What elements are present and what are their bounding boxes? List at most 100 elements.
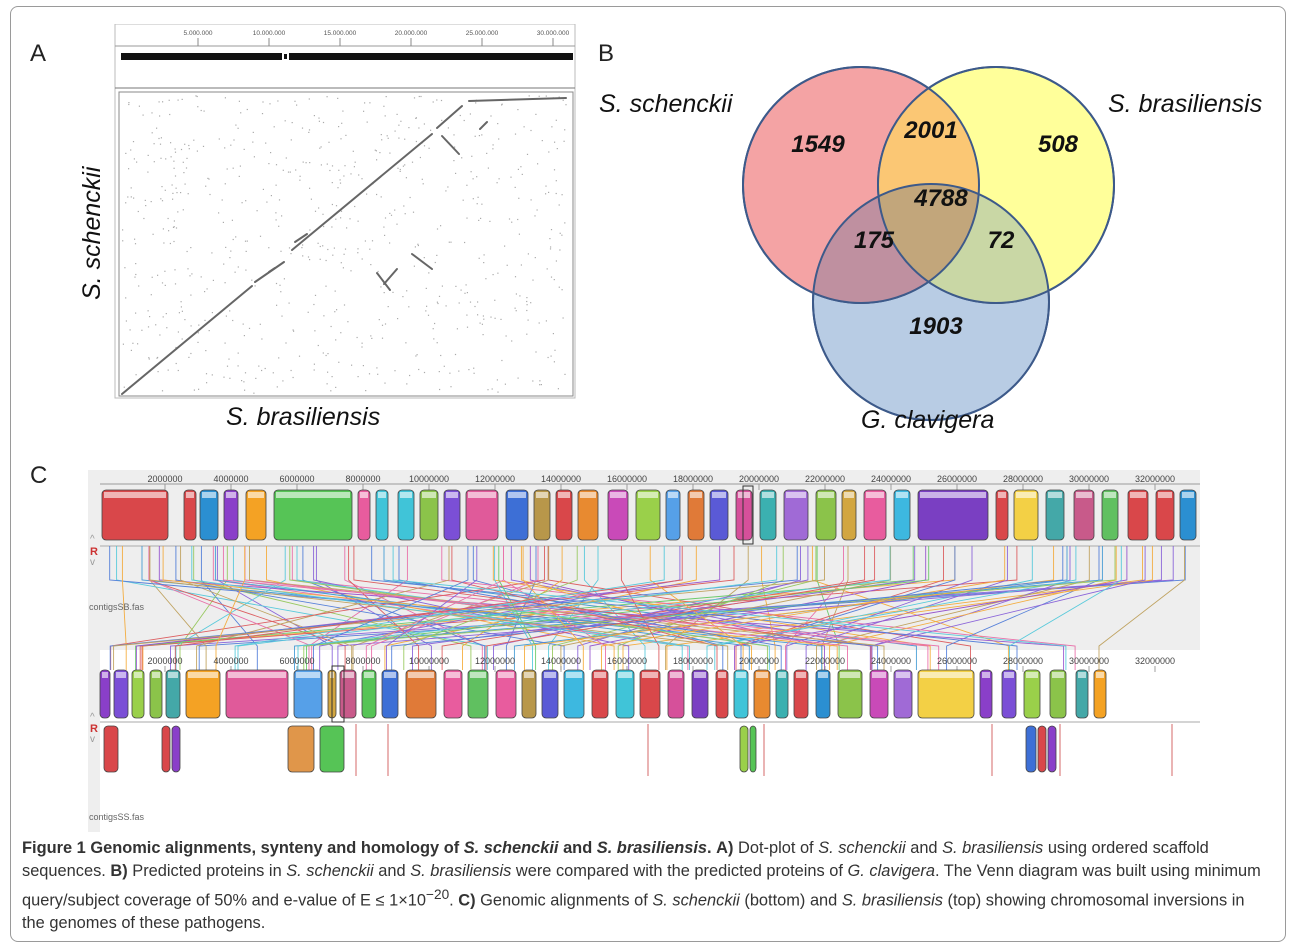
- inverted-alignment-block[interactable]: [749, 725, 757, 773]
- top-alignment-block[interactable]: [841, 489, 857, 541]
- top-alignment-block[interactable]: [1179, 489, 1197, 541]
- top-alignment-block[interactable]: [555, 489, 573, 541]
- inverted-alignment-block[interactable]: [1047, 725, 1057, 773]
- inverted-alignment-block[interactable]: [1037, 725, 1047, 773]
- top-alignment-block[interactable]: [759, 489, 777, 541]
- bottom-alignment-block[interactable]: [443, 669, 463, 719]
- bottom-alignment-block[interactable]: [1001, 669, 1017, 719]
- top-alignment-block[interactable]: [783, 489, 809, 541]
- bottom-alignment-block[interactable]: [775, 669, 789, 719]
- top-alignment-block[interactable]: [505, 489, 529, 541]
- bottom-alignment-block[interactable]: [1023, 669, 1041, 719]
- bottom-alignment-block[interactable]: [165, 669, 181, 719]
- top-alignment-block[interactable]: [893, 489, 911, 541]
- top-alignment-block[interactable]: [1073, 489, 1095, 541]
- top-alignment-block[interactable]: [273, 489, 353, 541]
- bottom-alignment-block[interactable]: [1075, 669, 1089, 719]
- alignment-tick-label: 16000000: [607, 474, 647, 484]
- top-alignment-block[interactable]: [1127, 489, 1149, 541]
- top-alignment-block[interactable]: [1155, 489, 1175, 541]
- top-alignment-block[interactable]: [995, 489, 1009, 541]
- alignment-tick-label: 8000000: [345, 656, 380, 666]
- top-alignment-block[interactable]: [1101, 489, 1119, 541]
- bottom-alignment-block[interactable]: [615, 669, 635, 719]
- top-alignment-block[interactable]: [357, 489, 371, 541]
- bottom-alignment-block[interactable]: [1093, 669, 1107, 719]
- top-alignment-block[interactable]: [665, 489, 681, 541]
- venn-count-clavigera-only: 1903: [909, 313, 963, 340]
- bottom-track-controls[interactable]: ^ R v: [90, 712, 98, 745]
- bottom-alignment-block[interactable]: [715, 669, 729, 719]
- bottom-alignment-block[interactable]: [893, 669, 913, 719]
- bottom-alignment-block[interactable]: [149, 669, 163, 719]
- top-alignment-block[interactable]: [1045, 489, 1065, 541]
- top-alignment-block[interactable]: [101, 489, 169, 541]
- figure-caption: Figure 1 Genomic alignments, synteny and…: [22, 839, 1261, 933]
- bottom-alignment-block[interactable]: [405, 669, 437, 719]
- reverse-toggle-bottom[interactable]: R: [90, 723, 98, 735]
- inverted-alignment-block[interactable]: [161, 725, 171, 773]
- bottom-alignment-block[interactable]: [361, 669, 377, 719]
- top-alignment-block[interactable]: [687, 489, 705, 541]
- alignment-tick-label: 6000000: [279, 474, 314, 484]
- bottom-alignment-block[interactable]: [917, 669, 975, 719]
- top-alignment-block[interactable]: [607, 489, 629, 541]
- alignment-tick-label: 30000000: [1069, 656, 1109, 666]
- bottom-alignment-block[interactable]: [1049, 669, 1067, 719]
- alignment-tick-label: 2000000: [147, 656, 182, 666]
- bottom-alignment-block[interactable]: [293, 669, 323, 719]
- venn-label-schenckii: S. schenckii: [599, 90, 734, 118]
- bottom-alignment-block[interactable]: [99, 669, 111, 719]
- top-track-controls[interactable]: ^ R v: [90, 534, 98, 568]
- bottom-alignment-block[interactable]: [639, 669, 661, 719]
- top-alignment-block[interactable]: [577, 489, 599, 541]
- bottom-alignment-block[interactable]: [495, 669, 517, 719]
- alignment-tick-label: 2000000: [147, 474, 182, 484]
- bottom-alignment-block[interactable]: [131, 669, 145, 719]
- bottom-alignment-block[interactable]: [563, 669, 585, 719]
- inverted-alignment-block[interactable]: [103, 725, 119, 773]
- inverted-alignment-block[interactable]: [287, 725, 315, 773]
- bottom-alignment-block[interactable]: [979, 669, 993, 719]
- top-alignment-block[interactable]: [465, 489, 499, 541]
- top-alignment-block[interactable]: [199, 489, 219, 541]
- bottom-alignment-block[interactable]: [521, 669, 537, 719]
- top-alignment-block[interactable]: [375, 489, 389, 541]
- top-alignment-block[interactable]: [863, 489, 887, 541]
- bottom-alignment-block[interactable]: [113, 669, 129, 719]
- bottom-alignment-block[interactable]: [733, 669, 749, 719]
- bottom-alignment-block[interactable]: [381, 669, 399, 719]
- inverted-alignment-block[interactable]: [1025, 725, 1037, 773]
- top-alignment-block[interactable]: [397, 489, 415, 541]
- top-alignment-block[interactable]: [419, 489, 439, 541]
- inverted-alignment-block[interactable]: [171, 725, 181, 773]
- top-alignment-block[interactable]: [1013, 489, 1039, 541]
- top-alignment-block[interactable]: [443, 489, 461, 541]
- bottom-alignment-block[interactable]: [691, 669, 709, 719]
- top-alignment-block[interactable]: [815, 489, 837, 541]
- top-alignment-block[interactable]: [183, 489, 197, 541]
- top-alignment-block[interactable]: [635, 489, 661, 541]
- bottom-alignment-block[interactable]: [869, 669, 889, 719]
- bottom-alignment-block[interactable]: [185, 669, 221, 719]
- bottom-alignment-block[interactable]: [753, 669, 771, 719]
- bottom-alignment-block[interactable]: [815, 669, 831, 719]
- alignment-tick-label: 16000000: [607, 656, 647, 666]
- top-alignment-block[interactable]: [709, 489, 729, 541]
- inverted-alignment-block[interactable]: [739, 725, 749, 773]
- top-alignment-block[interactable]: [245, 489, 267, 541]
- bottom-alignment-block[interactable]: [225, 669, 289, 719]
- bottom-alignment-block[interactable]: [467, 669, 489, 719]
- bottom-alignment-block[interactable]: [541, 669, 559, 719]
- panel-label-c: C: [30, 462, 48, 489]
- top-alignment-block[interactable]: [533, 489, 551, 541]
- reverse-toggle-top[interactable]: R: [90, 546, 98, 558]
- inverted-alignment-block[interactable]: [319, 725, 345, 773]
- top-alignment-block[interactable]: [223, 489, 239, 541]
- bottom-alignment-block[interactable]: [793, 669, 809, 719]
- bottom-alignment-block[interactable]: [837, 669, 863, 719]
- top-alignment-block[interactable]: [735, 489, 753, 541]
- bottom-alignment-block[interactable]: [591, 669, 609, 719]
- bottom-alignment-block[interactable]: [667, 669, 685, 719]
- top-alignment-block[interactable]: [917, 489, 989, 541]
